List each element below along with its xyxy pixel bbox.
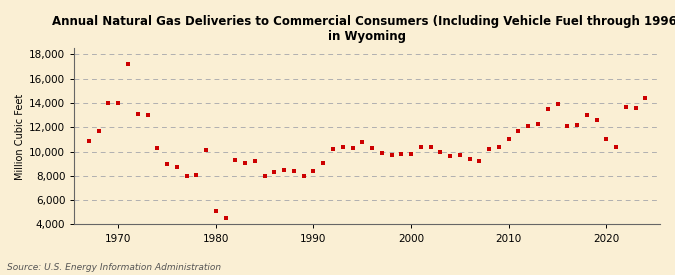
- Title: Annual Natural Gas Deliveries to Commercial Consumers (Including Vehicle Fuel th: Annual Natural Gas Deliveries to Commerc…: [52, 15, 675, 43]
- Point: [357, 140, 368, 144]
- Point: [269, 170, 280, 174]
- Point: [572, 123, 583, 127]
- Point: [377, 151, 387, 155]
- Point: [93, 129, 104, 133]
- Point: [415, 145, 426, 149]
- Point: [152, 146, 163, 150]
- Point: [347, 146, 358, 150]
- Point: [620, 104, 631, 109]
- Point: [542, 107, 553, 111]
- Point: [523, 124, 534, 128]
- Point: [250, 159, 261, 164]
- Point: [493, 145, 504, 149]
- Point: [142, 113, 153, 117]
- Point: [513, 129, 524, 133]
- Point: [161, 161, 172, 166]
- Point: [211, 209, 221, 213]
- Point: [132, 112, 143, 116]
- Point: [230, 158, 241, 162]
- Point: [611, 145, 622, 149]
- Point: [200, 148, 211, 153]
- Point: [123, 62, 134, 66]
- Point: [396, 152, 407, 156]
- Point: [591, 118, 602, 122]
- Point: [630, 106, 641, 110]
- Point: [425, 145, 436, 149]
- Point: [181, 174, 192, 178]
- Point: [327, 147, 338, 151]
- Point: [386, 153, 397, 157]
- Point: [454, 153, 465, 157]
- Point: [279, 167, 290, 172]
- Point: [338, 145, 348, 149]
- Point: [171, 165, 182, 170]
- Point: [533, 122, 543, 126]
- Point: [103, 101, 114, 105]
- Point: [435, 149, 446, 154]
- Point: [318, 160, 329, 165]
- Point: [474, 159, 485, 164]
- Text: Source: U.S. Energy Information Administration: Source: U.S. Energy Information Administ…: [7, 263, 221, 272]
- Point: [240, 160, 250, 165]
- Point: [191, 172, 202, 177]
- Point: [288, 169, 299, 173]
- Point: [367, 146, 377, 150]
- Point: [113, 101, 124, 105]
- Point: [640, 96, 651, 100]
- Point: [308, 169, 319, 173]
- Point: [562, 124, 572, 128]
- Point: [464, 157, 475, 161]
- Point: [259, 174, 270, 178]
- Y-axis label: Million Cubic Feet: Million Cubic Feet: [15, 93, 25, 180]
- Point: [504, 137, 514, 142]
- Point: [84, 138, 95, 143]
- Point: [601, 137, 612, 142]
- Point: [220, 216, 231, 221]
- Point: [581, 113, 592, 117]
- Point: [298, 174, 309, 178]
- Point: [445, 154, 456, 159]
- Point: [552, 102, 563, 106]
- Point: [484, 147, 495, 151]
- Point: [406, 152, 416, 156]
